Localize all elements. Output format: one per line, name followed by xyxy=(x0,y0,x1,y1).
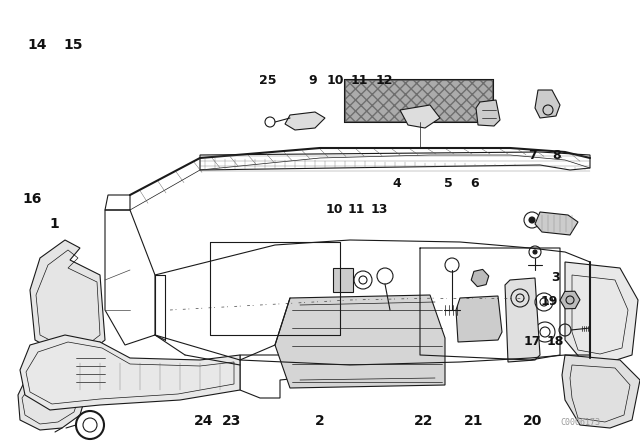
Text: 16: 16 xyxy=(22,192,42,207)
Polygon shape xyxy=(535,90,560,118)
Polygon shape xyxy=(565,262,638,362)
Text: C0006173: C0006173 xyxy=(560,418,600,426)
Text: 2: 2 xyxy=(315,414,325,428)
Text: 5: 5 xyxy=(444,177,452,190)
Text: 12: 12 xyxy=(375,74,393,87)
Polygon shape xyxy=(400,105,440,128)
Text: 17: 17 xyxy=(524,335,541,348)
Polygon shape xyxy=(275,295,445,388)
Text: 24: 24 xyxy=(194,414,213,428)
Text: 14: 14 xyxy=(28,38,47,52)
Text: 11: 11 xyxy=(350,74,368,87)
Text: 10: 10 xyxy=(326,74,344,87)
Text: 9: 9 xyxy=(308,74,317,87)
Text: 20: 20 xyxy=(523,414,542,428)
Text: 6: 6 xyxy=(470,177,479,190)
Text: 7: 7 xyxy=(528,149,537,163)
Polygon shape xyxy=(30,240,105,360)
Text: 18: 18 xyxy=(547,335,564,348)
Polygon shape xyxy=(20,335,240,410)
Polygon shape xyxy=(285,112,325,130)
Bar xyxy=(345,80,493,122)
Polygon shape xyxy=(476,100,500,126)
Polygon shape xyxy=(505,278,540,362)
Polygon shape xyxy=(456,296,502,342)
Bar xyxy=(333,268,353,292)
Text: 11: 11 xyxy=(348,203,365,216)
Circle shape xyxy=(533,250,537,254)
Text: 4: 4 xyxy=(392,177,401,190)
Text: 25: 25 xyxy=(259,74,276,87)
Polygon shape xyxy=(18,348,85,430)
Polygon shape xyxy=(535,212,578,235)
Circle shape xyxy=(529,217,535,223)
Polygon shape xyxy=(62,342,108,390)
Text: 15: 15 xyxy=(64,38,83,52)
Text: 21: 21 xyxy=(464,414,483,428)
Text: 19: 19 xyxy=(540,294,558,308)
Text: 1: 1 xyxy=(49,217,60,231)
Text: 22: 22 xyxy=(414,414,433,428)
Text: 8: 8 xyxy=(552,149,561,163)
Bar xyxy=(345,80,493,122)
Text: 3: 3 xyxy=(551,271,560,284)
Polygon shape xyxy=(562,355,640,428)
Text: 23: 23 xyxy=(222,414,241,428)
Text: 10: 10 xyxy=(326,203,344,216)
Text: 13: 13 xyxy=(370,203,388,216)
